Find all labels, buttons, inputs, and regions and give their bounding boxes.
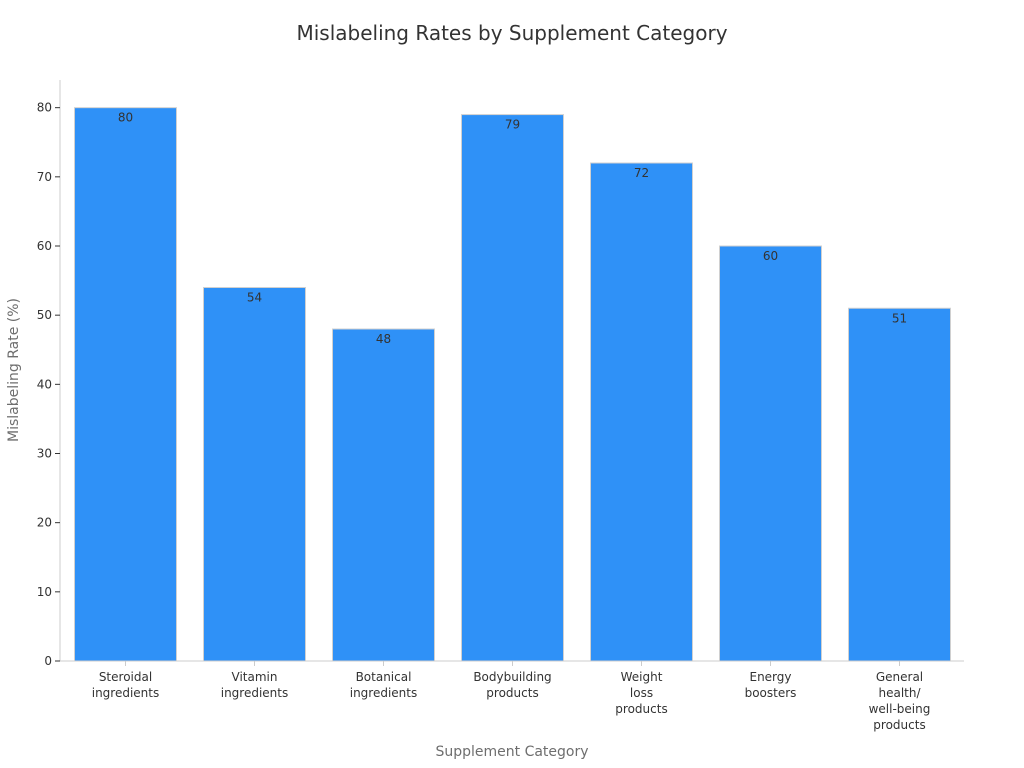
y-tick-label-30: 30: [37, 447, 52, 461]
value-label-energy-boosters: 60: [763, 249, 778, 263]
y-tick-label-70: 70: [37, 170, 52, 184]
x-tick-label-line: Steroidal: [99, 670, 152, 684]
bar-weight-loss-products: [590, 162, 693, 662]
x-tick-label-line: boosters: [745, 686, 797, 700]
x-tick-label-line: General: [876, 670, 923, 684]
x-tick-label-line: Energy: [749, 670, 791, 684]
bar-bodybuilding-products: [461, 114, 564, 662]
x-tick-label-botanical-ingredients: Botanical ingredients: [350, 670, 418, 700]
y-tick-label-60: 60: [37, 239, 52, 253]
x-tick-label-line: Bodybuilding: [473, 670, 551, 684]
x-axis-label: Supplement Category: [435, 744, 588, 760]
x-tick-label-line: ingredients: [92, 686, 160, 700]
bar-energy-boosters: [719, 245, 822, 662]
x-tick-label-line: health/: [878, 686, 921, 700]
bars-layer: [74, 107, 951, 662]
x-tick-label-line: loss: [630, 686, 653, 700]
x-tick-label-line: Weight: [621, 670, 663, 684]
x-tick-label-line: well-being: [869, 702, 931, 716]
bar-steroidal-ingredients: [74, 107, 177, 662]
x-tick-label-line: Vitamin: [232, 670, 278, 684]
value-label-botanical-ingredients: 48: [376, 332, 391, 346]
y-tick-label-0: 0: [44, 654, 52, 668]
x-tick-label-line: products: [873, 718, 925, 732]
x-tick-label-line: Botanical: [356, 670, 412, 684]
x-tick-label-bodybuilding-products: Bodybuilding products: [473, 670, 551, 700]
bar-botanical-ingredients: [332, 328, 435, 662]
y-tick-label-40: 40: [37, 377, 52, 391]
y-tick-label-10: 10: [37, 585, 52, 599]
value-labels-layer: 80 54 48 79 72 60 51: [118, 111, 907, 346]
value-label-vitamin-ingredients: 54: [247, 291, 262, 305]
value-label-steroidal-ingredients: 80: [118, 111, 133, 125]
y-tick-label-80: 80: [37, 101, 52, 115]
x-tick-label-steroidal-ingredients: Steroidal ingredients: [92, 670, 160, 700]
y-tick-label-20: 20: [37, 516, 52, 530]
x-tick-label-vitamin-ingredients: Vitamin ingredients: [221, 670, 289, 700]
y-tick-label-50: 50: [37, 308, 52, 322]
bar-general-health-well-being-products: [848, 307, 951, 662]
x-tick-label-line: ingredients: [350, 686, 418, 700]
x-tick-label-line: ingredients: [221, 686, 289, 700]
x-tick-label-line: products: [615, 702, 667, 716]
value-label-general-health-well-being-products: 51: [892, 311, 907, 325]
x-tick-label-weight-loss-products: Weight loss products: [615, 670, 667, 716]
x-tick-label-line: products: [486, 686, 538, 700]
y-axis-label: Mislabeling Rate (%): [6, 298, 22, 442]
value-label-weight-loss-products: 72: [634, 166, 649, 180]
bar-vitamin-ingredients: [203, 287, 306, 662]
y-ticks-layer: 0 10 20 30 40 50 60 70 80: [37, 101, 60, 668]
value-label-bodybuilding-products: 79: [505, 118, 520, 132]
x-tick-label-general-health-well-being-products: General health/well-being products: [869, 670, 931, 732]
x-tick-label-energy-boosters: Energy boosters: [745, 670, 797, 700]
chart-title: Mislabeling Rates by Supplement Category: [296, 21, 727, 45]
